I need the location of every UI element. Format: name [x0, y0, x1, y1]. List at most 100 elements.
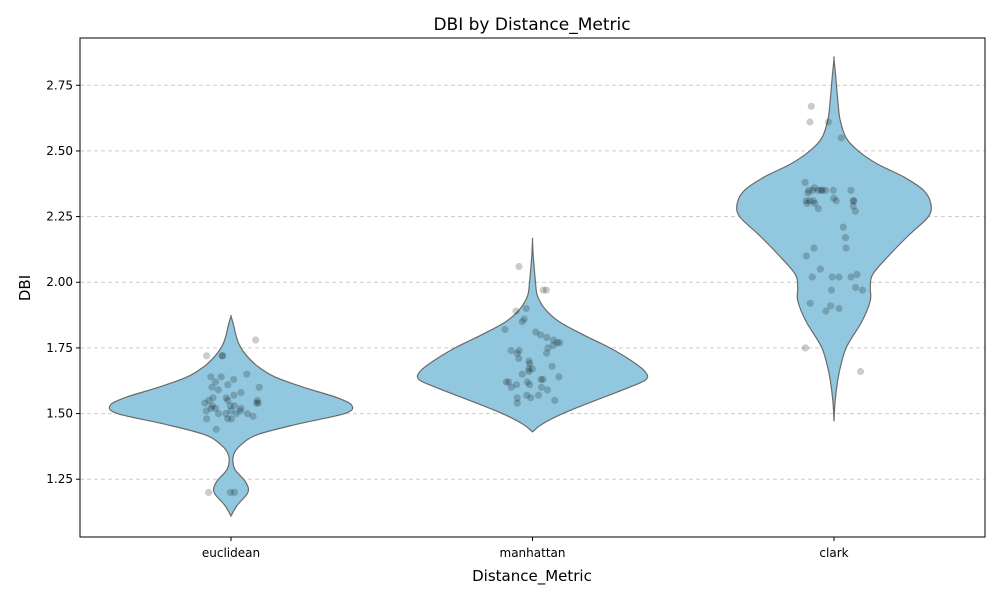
point-clark — [842, 244, 850, 252]
point-manhattan — [525, 365, 533, 373]
point-euclidean — [222, 394, 230, 402]
point-clark — [847, 273, 855, 281]
point-euclidean — [212, 425, 220, 433]
point-clark — [858, 286, 867, 294]
point-euclidean — [252, 399, 261, 407]
point-manhattan — [551, 396, 559, 404]
y-axis-label: DBI — [16, 275, 34, 301]
point-clark — [835, 304, 843, 313]
point-clark — [810, 244, 818, 252]
y-tick-label: 2.25 — [46, 210, 73, 224]
point-euclidean — [227, 407, 235, 415]
point-euclidean — [252, 336, 260, 344]
point-euclidean — [218, 352, 226, 360]
point-euclidean — [254, 399, 262, 407]
point-manhattan — [549, 336, 558, 344]
point-clark — [841, 234, 850, 242]
point-euclidean — [226, 402, 234, 410]
point-manhattan — [507, 383, 515, 391]
point-manhattan — [512, 307, 520, 315]
point-clark — [828, 273, 836, 281]
point-manhattan — [501, 325, 509, 334]
y-tick-label: 2.50 — [46, 144, 73, 158]
point-clark — [809, 197, 818, 205]
point-euclidean — [203, 415, 211, 423]
point-clark — [835, 273, 843, 281]
point-euclidean — [227, 415, 235, 423]
point-manhattan — [502, 378, 510, 386]
x-axis-label: Distance_Metric — [472, 567, 592, 586]
point-manhattan — [505, 378, 513, 386]
point-manhattan — [518, 318, 526, 326]
point-euclidean — [217, 373, 225, 381]
point-euclidean — [236, 407, 244, 415]
point-clark — [829, 186, 837, 194]
point-manhattan — [523, 378, 532, 386]
point-manhattan — [542, 286, 550, 294]
point-euclidean — [230, 375, 238, 383]
point-euclidean — [224, 396, 232, 404]
point-euclidean — [237, 389, 245, 397]
point-manhattan — [537, 383, 546, 391]
point-clark — [852, 283, 860, 292]
point-manhattan — [525, 357, 533, 365]
point-manhattan — [515, 354, 523, 362]
point-manhattan — [522, 304, 530, 313]
point-manhattan — [507, 346, 515, 355]
point-manhattan — [513, 349, 521, 357]
point-euclidean — [207, 373, 215, 381]
point-manhattan — [518, 370, 526, 378]
point-clark — [837, 134, 845, 142]
point-manhattan — [549, 341, 557, 349]
point-euclidean — [230, 402, 239, 410]
point-clark — [818, 186, 826, 194]
point-clark — [806, 118, 814, 126]
point-clark — [850, 197, 858, 205]
point-clark — [806, 299, 814, 307]
point-clark — [839, 223, 847, 231]
point-manhattan — [528, 365, 536, 373]
y-tick-label: 1.25 — [46, 472, 73, 486]
point-clark — [803, 199, 811, 208]
point-euclidean — [243, 410, 251, 418]
point-manhattan — [543, 349, 551, 357]
point-clark — [805, 186, 813, 194]
point-manhattan — [555, 373, 563, 381]
y-tick-label: 2.75 — [46, 78, 73, 92]
point-manhattan — [515, 346, 523, 355]
point-euclidean — [249, 412, 257, 420]
point-clark — [827, 286, 836, 294]
point-euclidean — [214, 386, 222, 394]
point-euclidean — [211, 378, 220, 386]
chart-title: DBI by Distance_Metric — [433, 15, 630, 35]
violin-manhattan — [416, 237, 649, 433]
point-manhattan — [537, 331, 545, 339]
point-clark — [801, 178, 809, 186]
point-clark — [806, 197, 814, 205]
point-clark — [830, 194, 838, 202]
point-manhattan — [537, 375, 545, 383]
point-clark — [832, 197, 840, 205]
point-euclidean — [208, 383, 216, 391]
y-tick-label: 1.75 — [46, 341, 73, 355]
point-euclidean — [207, 404, 215, 412]
point-manhattan — [548, 362, 556, 370]
x-tick-label: clark — [819, 546, 848, 560]
point-clark — [849, 197, 857, 205]
point-clark — [814, 186, 823, 194]
point-euclidean — [205, 396, 213, 404]
point-clark — [814, 205, 822, 213]
point-euclidean — [224, 415, 232, 423]
point-manhattan — [543, 386, 552, 394]
point-manhattan — [512, 381, 521, 389]
point-clark — [827, 302, 835, 310]
point-clark — [824, 118, 833, 126]
point-clark — [856, 367, 865, 376]
x-tick-label: manhattan — [500, 546, 566, 560]
point-euclidean — [230, 391, 238, 399]
point-euclidean — [209, 394, 217, 402]
point-manhattan — [520, 315, 528, 323]
point-clark — [809, 186, 817, 194]
point-euclidean — [230, 488, 239, 496]
point-euclidean — [226, 488, 234, 496]
